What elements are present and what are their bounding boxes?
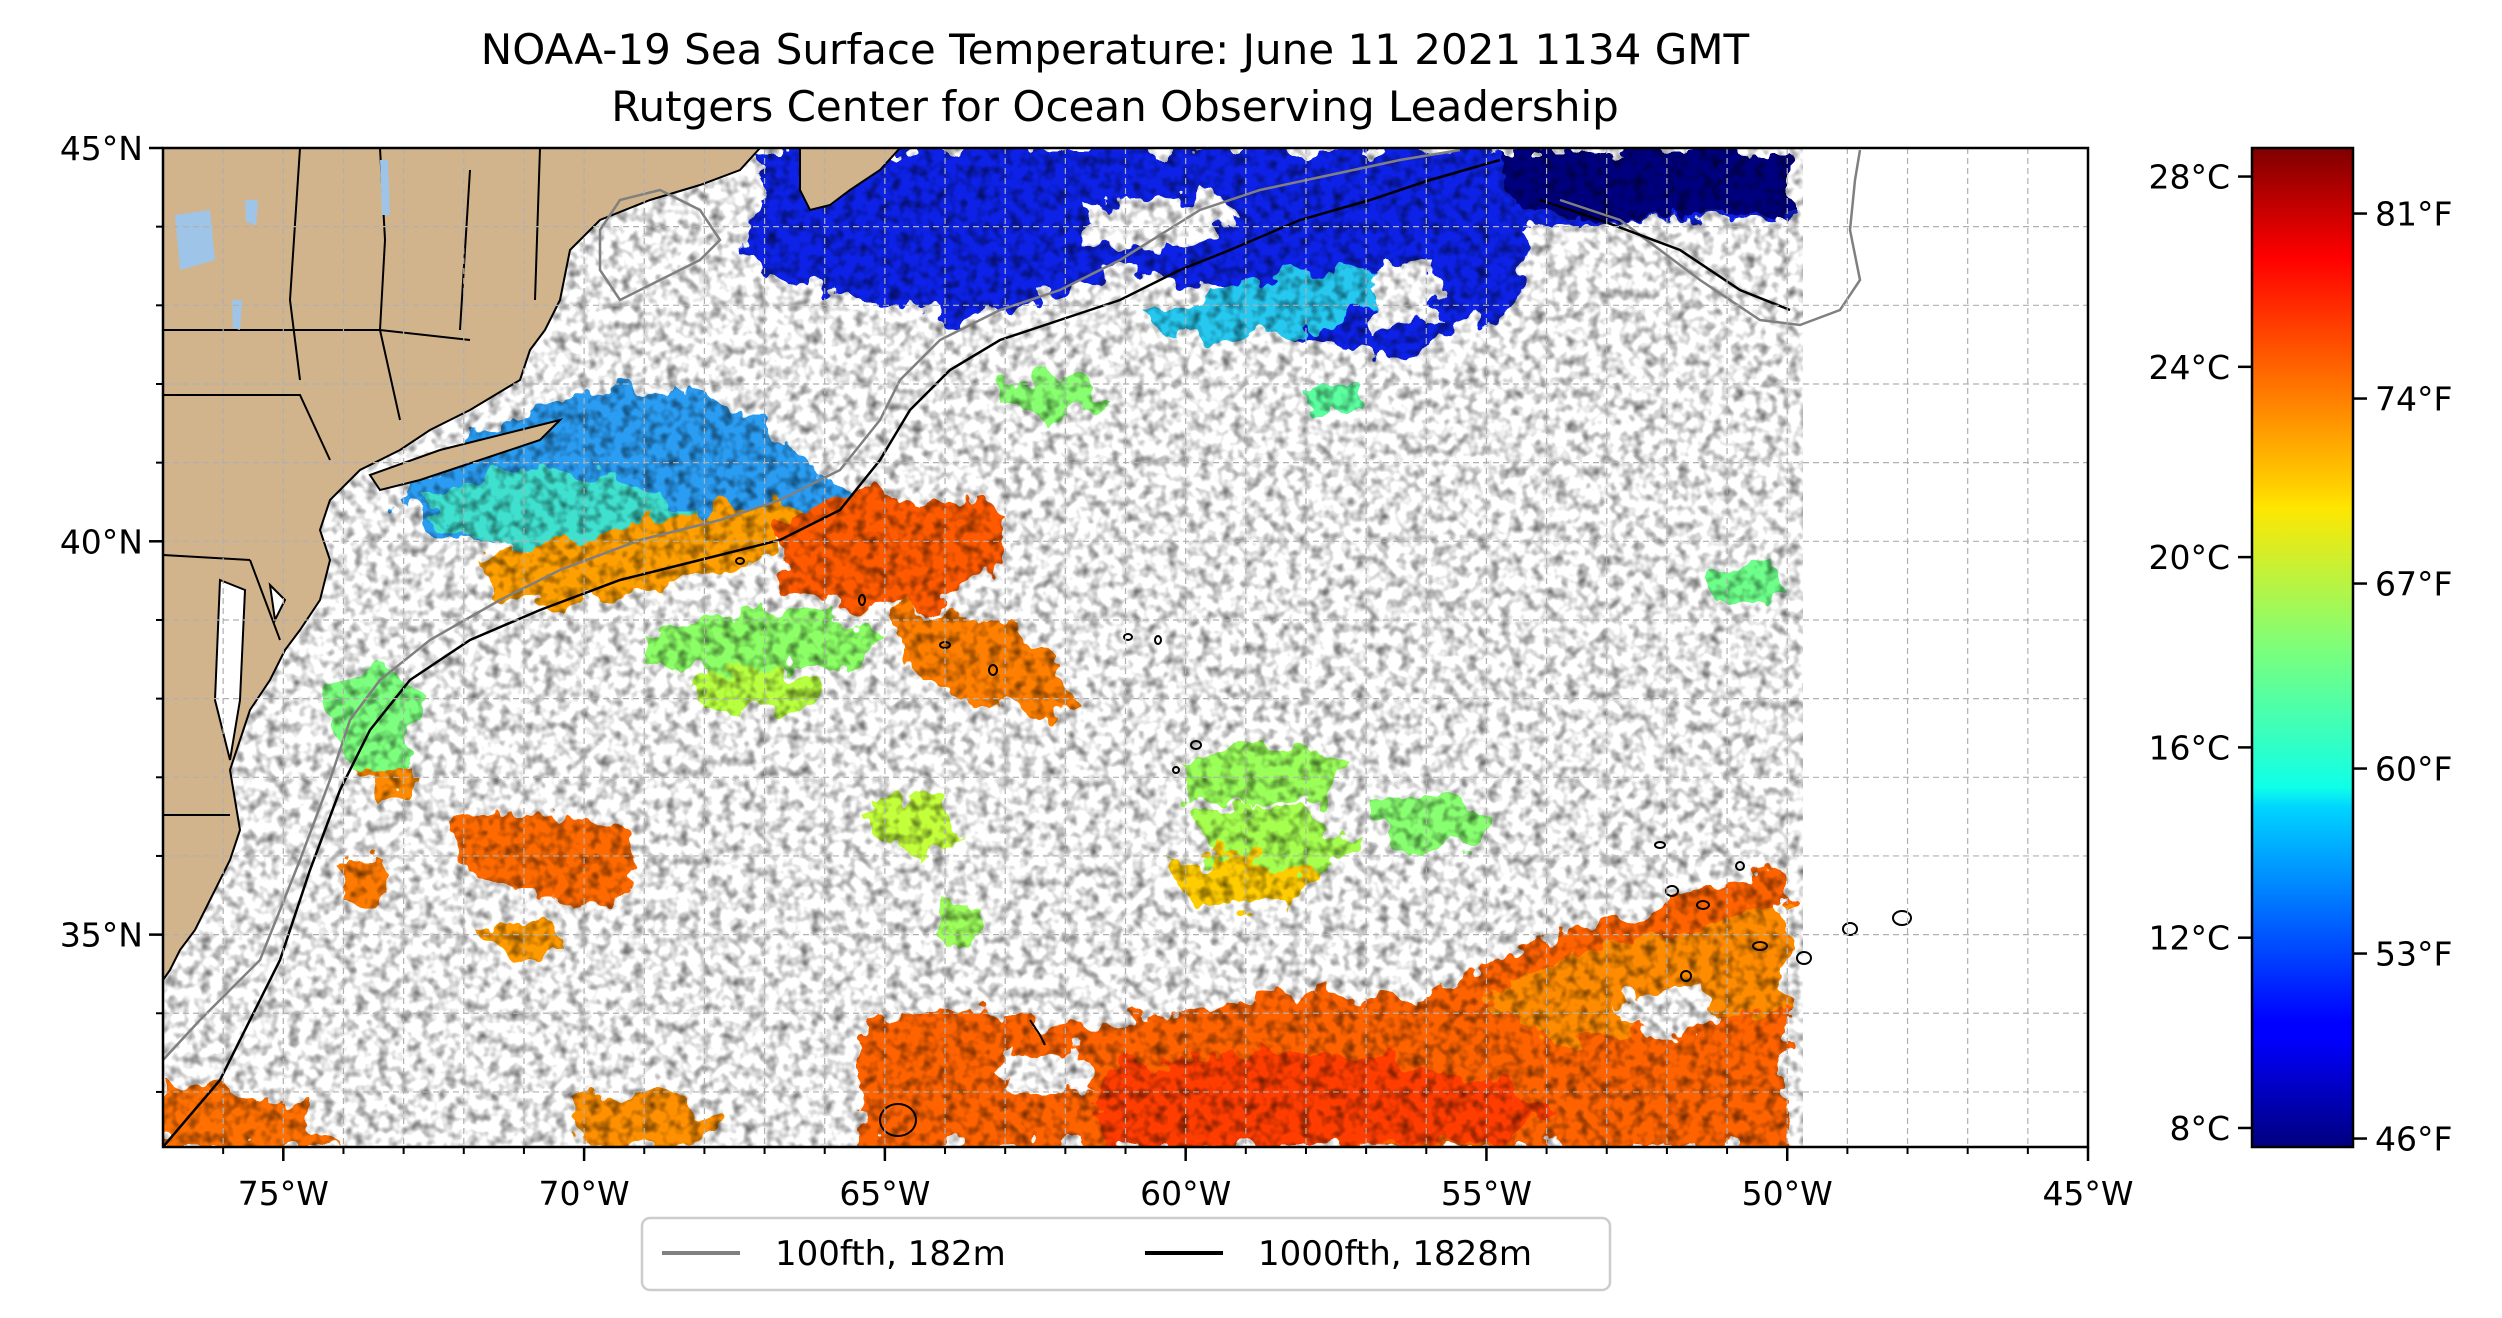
lon-tick-label: 55°W: [1441, 1174, 1532, 1213]
map-panel: [163, 148, 2088, 1147]
fahrenheit-tick-label: 67°F: [2375, 565, 2452, 604]
lakes: [175, 160, 390, 330]
celsius-tick-label: 24°C: [2148, 348, 2230, 387]
legend-label-100fth: 100fth, 182m: [775, 1234, 1006, 1274]
colorbar: 28°C 24°C 20°C 16°C 12°C 8°C 81°F 74°F 67°F 60°F…: [2148, 146, 2452, 1159]
lon-tick-label: 50°W: [1742, 1174, 1833, 1213]
contour-100fth-shelf: [163, 148, 1461, 1061]
legend-box: [640, 1216, 1612, 1292]
lat-tick-label: 40°N: [60, 522, 143, 561]
colorbar-fahrenheit-axis: 81°F 74°F 67°F 60°F 53°F 46°F: [2353, 195, 2452, 1159]
bays: [213, 578, 287, 761]
celsius-tick-label: 12°C: [2148, 919, 2230, 958]
fahrenheit-tick-label: 53°F: [2375, 935, 2452, 974]
lon-tick-label: 60°W: [1140, 1174, 1231, 1213]
legend-label-1000fth: 1000fth, 1828m: [1258, 1234, 1532, 1274]
lat-tick-label: 45°N: [60, 129, 143, 168]
bathymetry-legend: 100fth, 182m 1000fth, 1828m: [640, 1216, 1612, 1292]
celsius-tick-label: 16°C: [2148, 728, 2230, 767]
lon-tick-label: 65°W: [839, 1174, 930, 1213]
contour-1000fth-slope: [163, 158, 1501, 1147]
celsius-tick-label: 8°C: [2169, 1109, 2230, 1148]
colorbar-gradient: [2252, 148, 2353, 1147]
lon-tick-label: 70°W: [539, 1174, 630, 1213]
figure-title: NOAA-19 Sea Surface Temperature: June 11…: [481, 25, 1750, 74]
fahrenheit-tick-label: 81°F: [2375, 195, 2452, 234]
colorbar-celsius-axis: 28°C 24°C 20°C 16°C 12°C 8°C: [2148, 158, 2252, 1148]
celsius-tick-label: 20°C: [2148, 538, 2230, 577]
contour-100fth-gom: [598, 188, 722, 302]
longitude-axis: 75°W 70°W 65°W 60°W 55°W 50°W 45°W: [222, 1147, 2134, 1213]
contour-1000fth-east: [1539, 198, 1791, 312]
celsius-tick-label: 28°C: [2148, 158, 2230, 197]
lon-tick-label: 45°W: [2042, 1174, 2133, 1213]
fahrenheit-tick-label: 46°F: [2375, 1120, 2452, 1159]
fahrenheit-tick-label: 74°F: [2375, 380, 2452, 419]
bathymetry-100fth: [163, 148, 1862, 1061]
land-us-east-coast: [163, 148, 762, 982]
latitude-axis: 45°N 40°N 35°N: [60, 129, 163, 1093]
fahrenheit-tick-label: 60°F: [2375, 750, 2452, 789]
figure-subtitle: Rutgers Center for Ocean Observing Leade…: [611, 82, 1619, 131]
land-mass: [163, 148, 902, 982]
land-long-island: [368, 418, 564, 492]
contour-100fth-banks: [1559, 149, 1862, 327]
lat-tick-label: 35°N: [60, 916, 143, 955]
latitude-gridlines: [163, 226, 2088, 1093]
longitude-gridlines: [222, 148, 2029, 1147]
gridlines: [163, 148, 2088, 1147]
colorbar-frame: [2250, 146, 2355, 1149]
lon-tick-label: 75°W: [238, 1174, 329, 1213]
